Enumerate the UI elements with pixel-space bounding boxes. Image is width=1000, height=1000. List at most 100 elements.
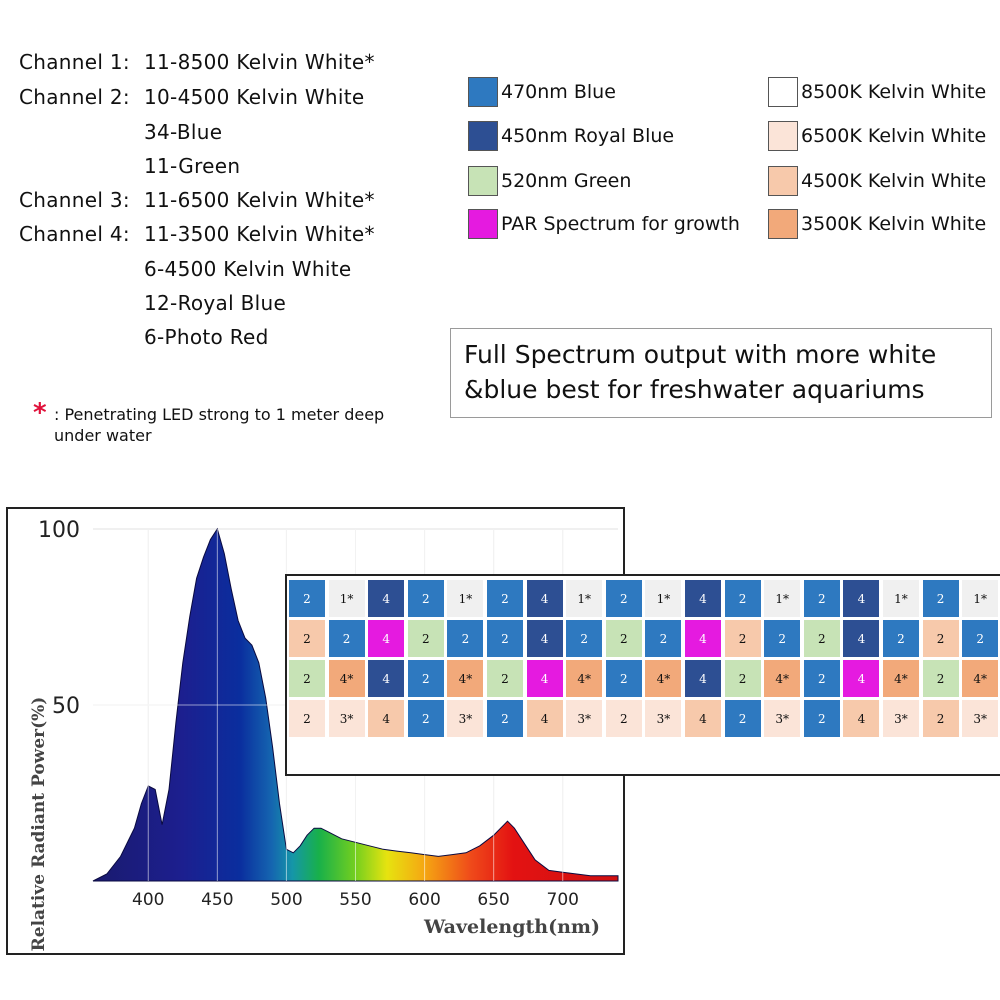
channel-led-spec: 11-Green bbox=[144, 154, 241, 178]
x-tick-label: 650 bbox=[477, 890, 509, 910]
channel-led-spec: 11-3500 Kelvin White* bbox=[144, 222, 375, 246]
led-cell: 4 bbox=[843, 660, 880, 697]
led-cell: 4 bbox=[526, 620, 563, 657]
legend-label: 4500K Kelvin White bbox=[801, 170, 987, 192]
led-cell: 2 bbox=[645, 620, 682, 657]
led-cell: 4 bbox=[368, 660, 405, 697]
y-axis-label: Relative Radiant Power(%) bbox=[29, 697, 49, 952]
led-cell: 4* bbox=[883, 660, 919, 697]
led-cell: 2 bbox=[487, 620, 523, 657]
led-layout-strip: 2 1* 4 2 1* 2 4 1* 2 1* 4 2 1* 2 4 1* 2 1* 2 2 4 2 2 2 4 2 2 2 4 2 2 2 4… bbox=[285, 574, 1000, 776]
led-cell: 2 bbox=[724, 620, 761, 657]
led-cell: 3* bbox=[645, 700, 682, 737]
full-spectrum-banner: Full Spectrum output with more white &bl… bbox=[450, 328, 992, 418]
led-cell: 2 bbox=[407, 700, 444, 737]
legend-label: 450nm Royal Blue bbox=[501, 125, 675, 147]
led-cell: 1* bbox=[566, 580, 603, 617]
led-cell: 2 bbox=[328, 620, 365, 657]
led-cell: 2 bbox=[922, 580, 959, 617]
led-cell: 4* bbox=[645, 660, 682, 697]
led-cell: 4 bbox=[526, 700, 563, 737]
led-cell: 2 bbox=[724, 580, 761, 617]
legend-label: 3500K Kelvin White bbox=[801, 213, 987, 235]
led-cell: 2 bbox=[407, 580, 444, 617]
legend-label: 8500K Kelvin White bbox=[801, 81, 987, 103]
led-cell: 2 bbox=[289, 580, 325, 617]
led-cell: 2 bbox=[289, 620, 325, 657]
legend-label: 470nm Blue bbox=[501, 81, 616, 103]
x-tick-label: 550 bbox=[339, 890, 371, 910]
channel-led-spec: 11-8500 Kelvin White* bbox=[144, 50, 375, 74]
led-cell: 3* bbox=[883, 700, 919, 737]
legend-item: 3500K Kelvin White bbox=[768, 208, 986, 240]
led-cell: 1* bbox=[645, 580, 682, 617]
led-cell: 2 bbox=[605, 700, 642, 737]
led-cell: 4 bbox=[368, 700, 405, 737]
led-cell: 4 bbox=[685, 580, 721, 617]
led-cell: 2 bbox=[922, 620, 959, 657]
led-cell: 2 bbox=[922, 700, 959, 737]
led-cell: 1* bbox=[764, 580, 801, 617]
legend-swatch bbox=[468, 166, 498, 196]
legend-swatch bbox=[468, 209, 498, 239]
legend-item: 4500K Kelvin White bbox=[768, 165, 986, 197]
channel-label: Channel 4: bbox=[19, 222, 130, 246]
led-cell: 4 bbox=[685, 620, 721, 657]
y-tick-label: 100 bbox=[38, 518, 80, 543]
channel-label: Channel 3: bbox=[19, 188, 130, 212]
x-tick-label: 500 bbox=[270, 890, 302, 910]
led-cell: 4* bbox=[764, 660, 801, 697]
legend-swatch bbox=[768, 209, 798, 239]
channel-label: Channel 1: bbox=[19, 50, 130, 74]
legend-swatch bbox=[468, 77, 498, 107]
led-cell: 3* bbox=[328, 700, 365, 737]
channel-led-spec: 6-Photo Red bbox=[144, 325, 269, 349]
led-cell: 2 bbox=[764, 620, 801, 657]
led-cell: 4 bbox=[526, 580, 563, 617]
legend-label: 520nm Green bbox=[501, 170, 632, 192]
led-cell: 4 bbox=[368, 580, 405, 617]
led-cell: 2 bbox=[487, 580, 523, 617]
asterisk-icon: * bbox=[33, 398, 47, 428]
led-cell: 4 bbox=[368, 620, 405, 657]
led-cell: 2 bbox=[803, 620, 840, 657]
legend-swatch bbox=[468, 121, 498, 151]
legend-label: PAR Spectrum for growth bbox=[501, 213, 740, 235]
x-axis-label: Wavelength(nm) bbox=[423, 916, 600, 938]
channel-led-spec: 11-6500 Kelvin White* bbox=[144, 188, 375, 212]
legend-item: 6500K Kelvin White bbox=[768, 120, 986, 152]
led-cell: 4 bbox=[526, 660, 563, 697]
led-cell: 1* bbox=[447, 580, 484, 617]
legend-item: 450nm Royal Blue bbox=[468, 120, 674, 152]
channel-led-spec: 12-Royal Blue bbox=[144, 291, 287, 315]
led-cell: 2 bbox=[883, 620, 919, 657]
led-cell: 3* bbox=[447, 700, 484, 737]
led-cell: 2 bbox=[289, 700, 325, 737]
led-cell: 4 bbox=[843, 700, 880, 737]
led-cell: 2 bbox=[407, 660, 444, 697]
led-cell: 3* bbox=[566, 700, 603, 737]
channel-label: Channel 2: bbox=[19, 85, 130, 109]
legend-swatch bbox=[768, 121, 798, 151]
led-cell: 4* bbox=[447, 660, 484, 697]
led-cell: 3* bbox=[962, 700, 999, 737]
led-cell: 2 bbox=[447, 620, 484, 657]
led-cell: 2 bbox=[566, 620, 603, 657]
led-cell: 2 bbox=[803, 700, 840, 737]
channel-led-spec: 10-4500 Kelvin White bbox=[144, 85, 365, 109]
legend-label: 6500K Kelvin White bbox=[801, 125, 987, 147]
spectrum-area bbox=[92, 527, 619, 882]
penetrating-led-note: : Penetrating LED strong to 1 meter deep… bbox=[54, 405, 385, 445]
led-cell: 2 bbox=[922, 660, 959, 697]
y-tick-label: 50 bbox=[52, 694, 80, 719]
led-cell: 2 bbox=[724, 700, 761, 737]
legend-swatch bbox=[768, 77, 798, 107]
led-cell: 2 bbox=[289, 660, 325, 697]
led-cell: 1* bbox=[328, 580, 365, 617]
led-cell: 3* bbox=[764, 700, 801, 737]
led-cell: 4 bbox=[685, 660, 721, 697]
legend-item: 8500K Kelvin White bbox=[768, 76, 986, 108]
led-cell: 2 bbox=[605, 620, 642, 657]
channel-led-spec: 6-4500 Kelvin White bbox=[144, 257, 352, 281]
led-cell: 4* bbox=[566, 660, 603, 697]
